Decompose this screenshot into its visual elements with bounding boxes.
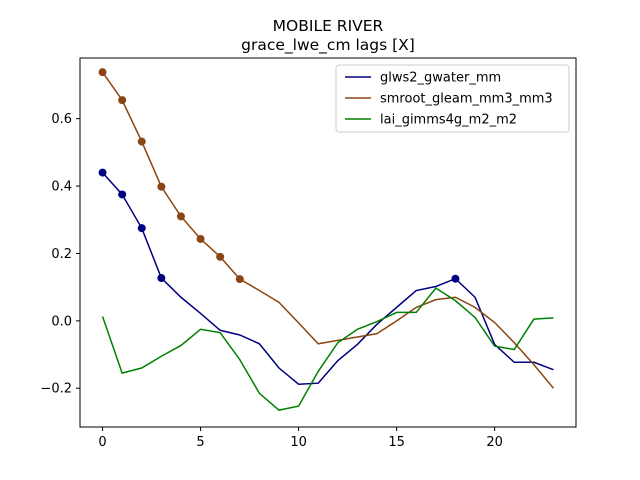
- y-tick-label-1: 0.0: [51, 314, 72, 329]
- legend-label-glws2_gwater_mm: glws2_gwater_mm: [380, 71, 501, 86]
- y-tick-label-4: 0.6: [51, 112, 72, 127]
- plot-frame: [79, 57, 577, 428]
- legend-box: [335, 64, 570, 133]
- series-line-smroot_gleam_mm3_mm3: [101, 71, 555, 389]
- y-axis: −0.2 0.0 0.2 0.4 0.6: [40, 112, 80, 397]
- series-line-lai_gimms4g_m2_m2: [101, 287, 554, 411]
- data-point-smroot_gleam_mm3_mm3-2: [137, 137, 146, 146]
- data-point-smroot_gleam_mm3_mm3-5: [196, 234, 205, 243]
- data-point-smroot_gleam_mm3_mm3-4: [176, 212, 185, 221]
- data-point-smroot_gleam_mm3_mm3-3: [157, 182, 166, 191]
- x-tick-label-10: 10: [290, 435, 307, 450]
- data-point-smroot_gleam_mm3_mm3-1: [118, 96, 127, 105]
- data-point-glws2_gwater_mm-3: [157, 274, 166, 283]
- data-point-glws2_gwater_mm-0: [98, 168, 107, 177]
- x-tick-label-5: 5: [196, 435, 204, 450]
- chart-subtitle: grace_lwe_cm lags [X]: [241, 36, 415, 55]
- y-tick-label-2: 0.2: [51, 247, 72, 262]
- data-point-smroot_gleam_mm3_mm3-0: [98, 68, 107, 77]
- data-point-glws2_gwater_mm-18: [451, 274, 460, 283]
- legend: glws2_gwater_mm smroot_gleam_mm3_mm3 lai_g…: [335, 64, 570, 133]
- data-point-smroot_gleam_mm3_mm3-7: [235, 275, 244, 284]
- x-tick-label-20: 20: [486, 435, 503, 450]
- data-point-smroot_gleam_mm3_mm3-6: [216, 252, 225, 261]
- x-axis: 0 5 10 15 20: [98, 427, 503, 450]
- x-tick-label-0: 0: [98, 435, 106, 450]
- x-tick-label-15: 15: [388, 435, 405, 450]
- chart-title: MOBILE RIVER: [273, 17, 384, 35]
- data-point-glws2_gwater_mm-1: [118, 190, 127, 199]
- legend-label-smroot_gleam_mm3_mm3: smroot_gleam_mm3_mm3: [380, 92, 553, 107]
- legend-label-lai_gimms4g_m2_m2: lai_gimms4g_m2_m2: [380, 113, 517, 128]
- plot-area: [98, 68, 555, 411]
- data-point-glws2_gwater_mm-2: [137, 224, 146, 233]
- y-tick-label-3: 0.4: [51, 180, 72, 195]
- y-tick-label-0: −0.2: [40, 382, 72, 397]
- series-line-glws2_gwater_mm: [101, 172, 554, 385]
